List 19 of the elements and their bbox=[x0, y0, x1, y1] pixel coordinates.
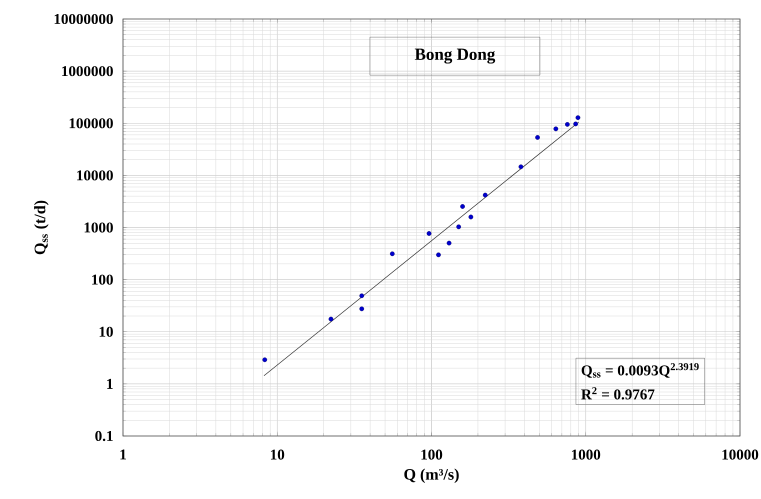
y-axis-title: Q$_{ss}$ (t/d) bbox=[34, 200, 49, 254]
y-tick-label: 1000000 bbox=[62, 66, 113, 76]
annotation: Q$_{ss}$ = 0.0093Q$^{2.3919}$ bbox=[582, 363, 699, 378]
y-tick-label: 0.1 bbox=[95, 430, 113, 442]
y-tick-label: 10000000 bbox=[54, 14, 113, 24]
y-tick-label: 1000 bbox=[84, 222, 113, 233]
x-tick-label: 100 bbox=[421, 450, 442, 460]
x-axis-title: Q (m³/s) bbox=[404, 468, 459, 484]
y-tick-label: 1 bbox=[107, 378, 113, 389]
y-tick-label: 10 bbox=[100, 326, 113, 337]
x-tick-label: 10000 bbox=[722, 450, 758, 460]
y-tick-label: 10000 bbox=[77, 170, 113, 180]
y-tick-label: 100 bbox=[92, 274, 113, 285]
y-tick-label: 100000 bbox=[70, 118, 113, 128]
x-tick-label: 1000 bbox=[572, 450, 600, 460]
x-tick-label: 10 bbox=[270, 450, 284, 460]
annotation: R$^{2}$ = 0.9767 bbox=[581, 387, 654, 400]
x-tick-label: 1 bbox=[120, 450, 126, 460]
text: Bong Dong bbox=[414, 48, 496, 64]
